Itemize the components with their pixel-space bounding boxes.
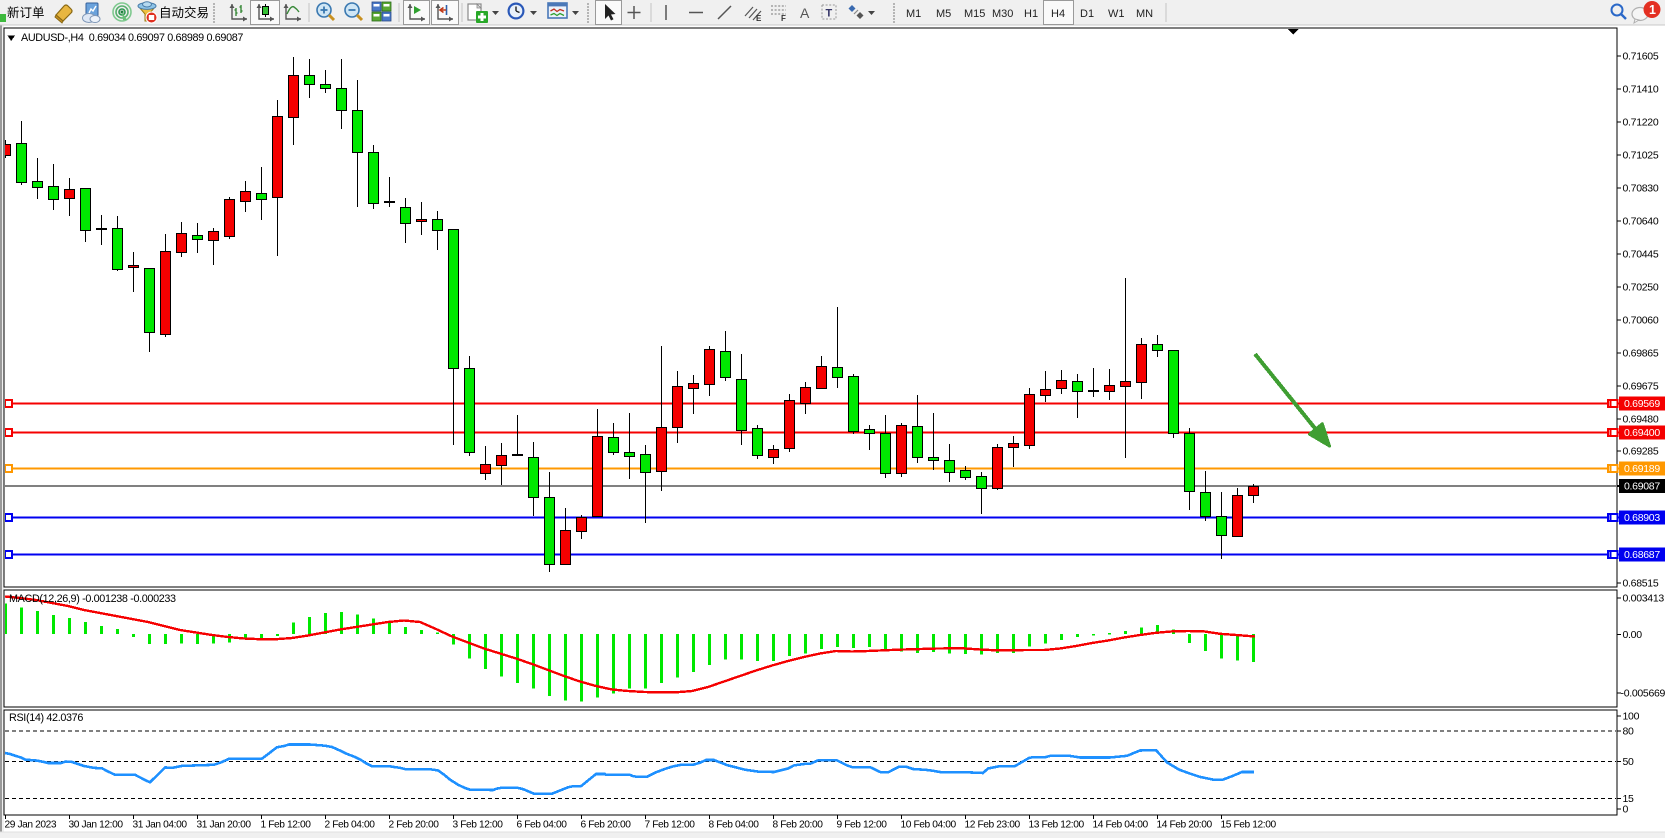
- svg-text:0.71410: 0.71410: [1623, 84, 1659, 96]
- svg-text:14 Feb 20:00: 14 Feb 20:00: [1157, 820, 1213, 831]
- svg-text:0.003413: 0.003413: [1623, 593, 1665, 605]
- svg-text:-0.005669: -0.005669: [1621, 688, 1665, 700]
- svg-text:0.69569: 0.69569: [1624, 398, 1660, 410]
- svg-text:0.70830: 0.70830: [1623, 183, 1659, 195]
- svg-text:M30: M30: [992, 8, 1013, 20]
- svg-text:0.69189: 0.69189: [1624, 463, 1660, 475]
- svg-text:MN: MN: [1136, 8, 1153, 20]
- svg-text:W1: W1: [1108, 8, 1125, 20]
- svg-text:12 Feb 23:00: 12 Feb 23:00: [965, 820, 1021, 831]
- svg-text:0.69087: 0.69087: [1624, 481, 1660, 493]
- svg-text:8 Feb 04:00: 8 Feb 04:00: [709, 820, 760, 831]
- svg-text:0.69865: 0.69865: [1623, 348, 1659, 360]
- svg-text:30 Jan 12:00: 30 Jan 12:00: [69, 820, 124, 831]
- svg-text:31 Jan 20:00: 31 Jan 20:00: [197, 820, 252, 831]
- svg-text:0.71605: 0.71605: [1623, 51, 1659, 63]
- svg-text:0.71220: 0.71220: [1623, 117, 1659, 129]
- svg-text:自动交易: 自动交易: [159, 5, 209, 20]
- svg-text:0.70060: 0.70060: [1623, 315, 1659, 327]
- svg-text:0.70445: 0.70445: [1623, 249, 1659, 261]
- svg-text:1 Feb 12:00: 1 Feb 12:00: [261, 820, 312, 831]
- svg-text:0.68515: 0.68515: [1623, 578, 1659, 590]
- svg-text:29 Jan 2023: 29 Jan 2023: [5, 820, 57, 831]
- svg-text:13 Feb 12:00: 13 Feb 12:00: [1029, 820, 1085, 831]
- svg-text:2 Feb 04:00: 2 Feb 04:00: [325, 820, 376, 831]
- svg-text:T: T: [826, 8, 833, 20]
- svg-text:80: 80: [1623, 726, 1635, 738]
- svg-text:0: 0: [1623, 804, 1629, 816]
- svg-text:15 Feb 12:00: 15 Feb 12:00: [1221, 820, 1277, 831]
- svg-text:14 Feb 04:00: 14 Feb 04:00: [1093, 820, 1149, 831]
- svg-text:6 Feb 20:00: 6 Feb 20:00: [581, 820, 632, 831]
- svg-text:7 Feb 12:00: 7 Feb 12:00: [645, 820, 696, 831]
- svg-text:M15: M15: [964, 8, 985, 20]
- svg-text:M5: M5: [936, 8, 951, 20]
- svg-text:0.70640: 0.70640: [1623, 216, 1659, 228]
- svg-text:MACD(12,26,9) -0.001238 -0.000: MACD(12,26,9) -0.001238 -0.000233: [9, 593, 176, 605]
- svg-text:2 Feb 20:00: 2 Feb 20:00: [389, 820, 440, 831]
- svg-text:AUDUSD-,H4 0.69034 0.69097 0.: AUDUSD-,H4 0.69034 0.69097 0.68989 0.690…: [21, 32, 243, 44]
- svg-text:0.70250: 0.70250: [1623, 282, 1659, 294]
- svg-text:0.69480: 0.69480: [1623, 414, 1659, 426]
- svg-text:3 Feb 12:00: 3 Feb 12:00: [453, 820, 504, 831]
- svg-text:10 Feb 04:00: 10 Feb 04:00: [901, 820, 957, 831]
- svg-text:8 Feb 20:00: 8 Feb 20:00: [773, 820, 824, 831]
- svg-text:0.71025: 0.71025: [1623, 150, 1659, 162]
- svg-text:0.69285: 0.69285: [1623, 446, 1659, 458]
- svg-text:15: 15: [1623, 793, 1635, 805]
- svg-text:100: 100: [1623, 711, 1640, 723]
- svg-text:F: F: [781, 14, 786, 23]
- svg-text:0.69400: 0.69400: [1624, 427, 1660, 439]
- svg-text:D1: D1: [1080, 8, 1094, 20]
- svg-text:H1: H1: [1024, 8, 1038, 20]
- svg-text:50: 50: [1623, 756, 1635, 768]
- svg-text:E: E: [756, 14, 762, 23]
- svg-text:H4: H4: [1051, 8, 1065, 20]
- svg-text:0.68903: 0.68903: [1624, 512, 1660, 524]
- svg-text:0.69675: 0.69675: [1623, 381, 1659, 393]
- svg-text:1: 1: [1649, 3, 1656, 17]
- svg-text:RSI(14) 42.0376: RSI(14) 42.0376: [9, 712, 83, 724]
- svg-text:M1: M1: [906, 8, 921, 20]
- svg-text:0.68687: 0.68687: [1624, 549, 1660, 561]
- svg-text:A: A: [800, 5, 810, 21]
- svg-text:6 Feb 04:00: 6 Feb 04:00: [517, 820, 568, 831]
- svg-text:0.00: 0.00: [1623, 629, 1643, 641]
- svg-text:新订单: 新订单: [7, 5, 45, 20]
- svg-text:31 Jan 04:00: 31 Jan 04:00: [133, 820, 188, 831]
- svg-text:9 Feb 12:00: 9 Feb 12:00: [837, 820, 888, 831]
